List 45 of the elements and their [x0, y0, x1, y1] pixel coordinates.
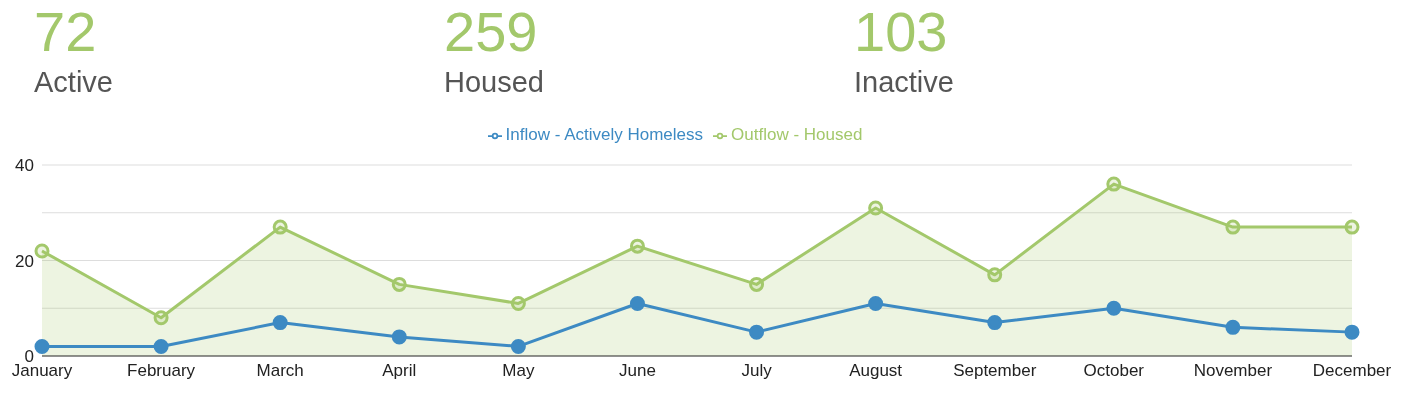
point — [1106, 176, 1122, 192]
text: 259 — [444, 0, 539, 63]
point — [987, 315, 1003, 331]
point — [153, 338, 169, 354]
x-tick-label: May — [502, 361, 535, 381]
point — [1344, 324, 1360, 340]
point — [868, 295, 884, 311]
text: 103 — [854, 0, 949, 63]
y-tick-label: 20 — [15, 251, 34, 271]
text: Active — [34, 66, 114, 98]
x-tick-label: September — [953, 361, 1037, 381]
x-tick-label: August — [849, 361, 903, 381]
point — [153, 310, 169, 326]
point — [34, 243, 50, 259]
point — [749, 276, 765, 292]
point — [391, 329, 407, 345]
x-tick-label: July — [741, 361, 773, 381]
x-tick-label: October — [1083, 361, 1145, 381]
point — [510, 338, 526, 354]
x-tick-label: April — [382, 361, 417, 381]
point — [1106, 300, 1122, 316]
point — [1225, 319, 1241, 335]
text: Housed — [444, 66, 545, 98]
point — [510, 295, 526, 311]
point — [629, 295, 645, 311]
point — [1344, 219, 1360, 235]
point — [34, 338, 50, 354]
point — [272, 219, 288, 235]
point — [391, 276, 407, 292]
legend-label: Inflow - Actively Homeless — [505, 125, 704, 144]
point — [987, 267, 1003, 283]
x-tick-label: November — [1193, 361, 1273, 381]
text: 72 — [34, 0, 98, 63]
point — [272, 315, 288, 331]
point — [749, 324, 765, 340]
point — [1225, 219, 1241, 235]
x-tick-label: December — [1312, 361, 1392, 381]
legend-label: Outflow - Housed — [731, 125, 863, 144]
point — [629, 238, 645, 254]
point — [868, 200, 884, 216]
x-tick-label: June — [619, 361, 656, 381]
x-tick-label: March — [256, 361, 304, 381]
x-tick-label: February — [127, 361, 196, 381]
text: Inactive — [854, 66, 955, 98]
y-tick-label: 40 — [15, 156, 34, 176]
